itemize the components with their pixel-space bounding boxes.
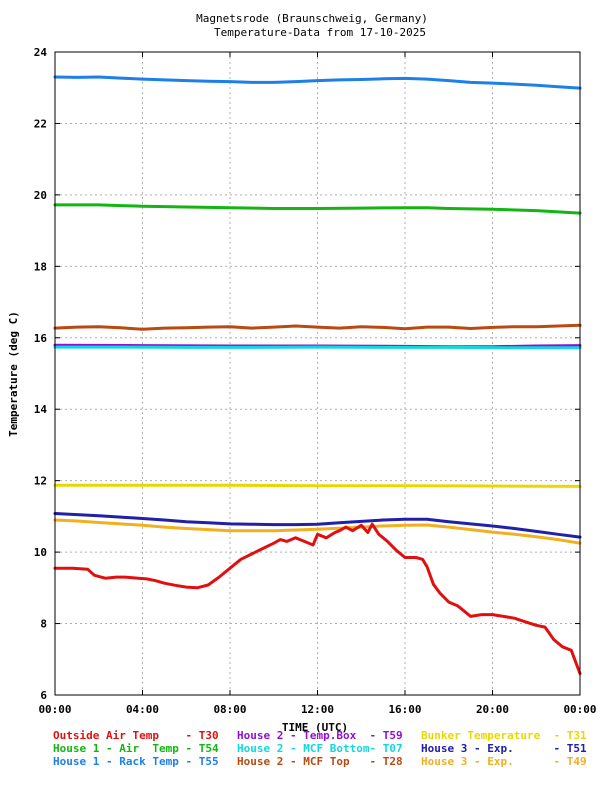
- y-tick-label: 12: [34, 475, 47, 488]
- series-lines: [53, 75, 582, 676]
- x-axis-label: TIME (UTC): [282, 721, 348, 734]
- legend-entry: House 1 - Air Temp - T54: [53, 742, 219, 755]
- x-tick-label: 12:00: [301, 703, 334, 716]
- series-line-t55: [53, 75, 582, 90]
- x-tick-label: 00:00: [563, 703, 596, 716]
- legend-entry: House 1 - Rack Temp - T55: [53, 755, 219, 768]
- y-axis-label: Temperature (deg C): [7, 311, 20, 437]
- y-tick-label: 22: [34, 117, 47, 130]
- y-tick-label: 10: [34, 546, 47, 559]
- x-tick-label: 20:00: [476, 703, 509, 716]
- legend: Outside Air Temp - T30 House 2 - Temp.Box…: [53, 729, 587, 768]
- chart-title: Magnetsrode (Braunschweig, Germany): [196, 12, 428, 25]
- series-line-t31: [53, 483, 582, 488]
- y-tick-label: 16: [34, 332, 48, 345]
- chart-subtitle: Temperature-Data from 17-10-2025: [214, 26, 426, 39]
- y-tick-label: 18: [34, 260, 47, 273]
- series-line-t54: [53, 203, 582, 215]
- series-line-t28: [53, 323, 582, 331]
- x-axis-ticks: 00:00 04:00 08:00 12:00 16:00 20:00 00:00: [38, 52, 597, 716]
- x-tick-label: 08:00: [213, 703, 246, 716]
- series-line-t51: [53, 512, 582, 539]
- y-tick-label: 8: [40, 618, 47, 631]
- series-line-t49: [53, 518, 582, 545]
- legend-entry: House 3 - Exp. - T51: [421, 742, 587, 755]
- x-tick-label: 04:00: [126, 703, 159, 716]
- legend-entry: House 2 - Temp.Box - T59: [237, 729, 403, 742]
- series-line-t07: [53, 345, 582, 350]
- legend-entry: Bunker Temperature - T31: [421, 729, 587, 742]
- y-tick-label: 20: [34, 189, 47, 202]
- legend-entry: House 2 - MCF Bottom- T07: [237, 742, 403, 755]
- y-tick-label: 6: [40, 689, 47, 702]
- legend-entry: Outside Air Temp - T30: [53, 729, 219, 742]
- x-tick-label: 00:00: [38, 703, 71, 716]
- y-tick-label: 24: [34, 46, 48, 59]
- series-line-t30: [53, 522, 582, 676]
- y-axis-ticks: 6 8 10 12 14 16 18 20 22 24: [34, 46, 580, 702]
- legend-entry: House 3 - Exp. - T49: [421, 755, 587, 768]
- grid: [55, 52, 580, 695]
- x-tick-label: 16:00: [388, 703, 421, 716]
- y-tick-label: 14: [34, 403, 48, 416]
- legend-entry: House 2 - MCF Top - T28: [237, 755, 403, 768]
